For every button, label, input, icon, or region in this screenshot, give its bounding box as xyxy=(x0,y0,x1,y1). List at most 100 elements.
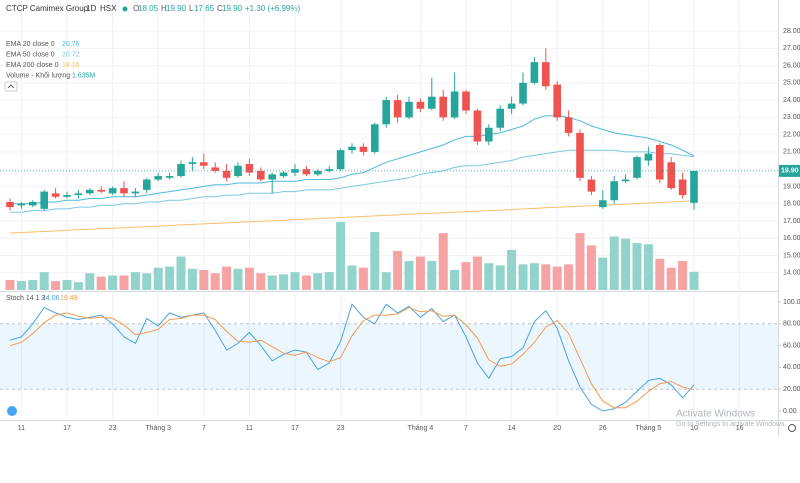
logo xyxy=(7,406,17,416)
x-tick-label: Tháng 5 xyxy=(636,425,662,432)
x-tick-label: 10 xyxy=(690,425,698,432)
candle-body xyxy=(462,91,470,111)
volume-bar xyxy=(472,256,482,290)
y-tick-label: 28.00 xyxy=(783,28,800,35)
y-tick-label: 60.00 xyxy=(783,342,800,349)
interval: 1D xyxy=(86,4,96,13)
candle-body xyxy=(97,189,105,192)
volume-bar xyxy=(119,275,129,290)
volume-bar xyxy=(233,268,243,290)
volume-bar xyxy=(598,257,608,290)
ema-line xyxy=(10,115,695,205)
stoch-value: 24.06 xyxy=(42,295,60,302)
x-tick-label: 7 xyxy=(464,425,468,432)
volume-bar xyxy=(529,263,539,290)
volume-bar xyxy=(267,275,277,290)
candle-body xyxy=(131,191,140,194)
candle-body xyxy=(222,170,231,178)
legend-name: EMA 50 close 0 xyxy=(6,51,55,58)
candle-body xyxy=(564,117,573,133)
volume-bar xyxy=(427,261,437,290)
volume-bar xyxy=(336,221,346,290)
volume-bar xyxy=(564,264,574,290)
volume-bar xyxy=(16,281,26,290)
legend-value: 20.72 xyxy=(62,51,80,58)
volume-bar xyxy=(655,258,665,290)
candle-body xyxy=(542,62,550,87)
settings-icon[interactable] xyxy=(788,424,796,432)
x-tick-label: 7 xyxy=(202,425,206,432)
candle-body xyxy=(599,200,607,208)
candle-body xyxy=(29,201,37,206)
x-tick-label: Tháng 4 xyxy=(408,425,434,432)
candle-body xyxy=(302,169,311,175)
y-tick-label: 0.00 xyxy=(783,408,797,415)
candle-body xyxy=(610,181,618,201)
collapse-button[interactable] xyxy=(4,81,18,92)
ohlc-value: 19.90 xyxy=(222,4,243,13)
candle-body xyxy=(143,179,151,190)
candle-body xyxy=(257,170,265,180)
volume-bar xyxy=(290,272,300,290)
y-tick-label: 22.00 xyxy=(783,131,800,138)
candle-body xyxy=(439,96,447,118)
ema-line xyxy=(9,200,695,234)
legend-name: EMA 20 close 0 xyxy=(6,41,55,48)
volume-bar xyxy=(552,266,562,290)
ohlc-value: 19.90 xyxy=(166,4,187,13)
candle-body xyxy=(656,145,664,180)
candle-body xyxy=(120,188,128,194)
candle-body xyxy=(393,100,402,118)
candle-body xyxy=(63,195,71,197)
volume-bar xyxy=(313,273,323,290)
last-price-label: 19.90 xyxy=(781,168,799,175)
candle-body xyxy=(485,127,493,142)
candle-body xyxy=(74,193,83,196)
volume-bar xyxy=(5,279,15,290)
candle-body xyxy=(473,110,482,142)
volume-bar xyxy=(678,261,688,290)
symbol-title: CTCP Camimex Group xyxy=(6,4,89,13)
x-tick-label: 14 xyxy=(508,425,516,432)
x-tick-label: 17 xyxy=(291,425,299,432)
volume-bar xyxy=(689,271,699,290)
status-dot xyxy=(122,6,128,12)
watermark-title: Activate Windows xyxy=(676,409,755,420)
volume-bar xyxy=(575,233,585,290)
volume-bar xyxy=(85,273,95,290)
stoch-line xyxy=(9,306,695,409)
x-tick-label: 23 xyxy=(337,425,345,432)
exchange: HSX xyxy=(100,4,117,13)
candle-body xyxy=(507,103,516,109)
stoch-value: 19.49 xyxy=(60,295,78,302)
candle-body xyxy=(40,191,48,209)
candle-body xyxy=(336,150,345,170)
candle-body xyxy=(86,189,94,194)
candle-body xyxy=(644,153,653,161)
candle-body xyxy=(678,179,687,196)
candle-body xyxy=(587,179,596,192)
y-tick-label: 23.00 xyxy=(783,114,800,121)
candle-body xyxy=(382,100,390,125)
stoch-line xyxy=(9,303,695,412)
volume-bar xyxy=(518,264,528,290)
y-tick-label: 26.00 xyxy=(783,62,800,69)
volume-bar xyxy=(666,267,676,290)
x-tick-label: 11 xyxy=(18,425,25,432)
candle-body xyxy=(371,124,379,152)
volume-bar xyxy=(187,268,197,290)
legend-value: 20.76 xyxy=(62,41,80,48)
volume-bar xyxy=(96,276,106,290)
volume-bar xyxy=(142,273,152,290)
volume-bar xyxy=(438,233,448,290)
volume-bar xyxy=(358,267,368,290)
ohlc-value: 18.05 xyxy=(138,4,159,13)
y-tick-label: 15.00 xyxy=(783,252,800,259)
x-tick-label: 16 xyxy=(736,425,744,432)
x-tick-label: 26 xyxy=(599,425,607,432)
candle-body xyxy=(416,101,425,109)
x-tick-label: 11 xyxy=(246,425,253,432)
volume-bar xyxy=(450,269,460,290)
